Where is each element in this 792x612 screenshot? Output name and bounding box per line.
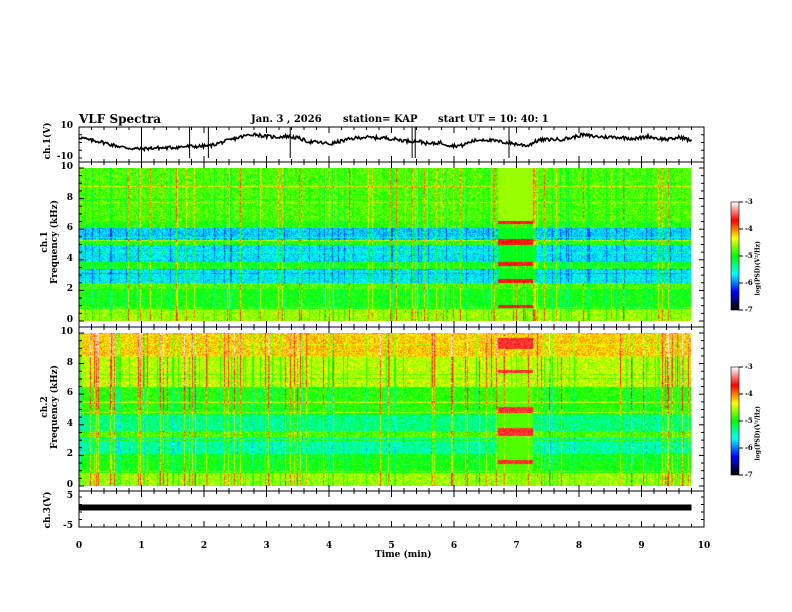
ch2-freq-ylabel: ch.2 Frequency (kHz)	[40, 362, 60, 452]
ch1-freq-ytick: 4	[66, 253, 73, 264]
ch2-freq-ytick: 6	[66, 388, 73, 399]
ch2-freq-ytick: 2	[66, 449, 73, 460]
colorbar-frame	[730, 201, 740, 311]
ch1-freq-ytick: 0	[66, 315, 73, 325]
x-tick-label: 6	[450, 541, 458, 551]
ch3-ytick: -5	[63, 521, 73, 531]
x-tick-label: 3	[263, 541, 270, 551]
ch1-ytick: -10	[56, 152, 73, 162]
ch1-spectrogram	[79, 168, 691, 321]
ch1-colorbar	[731, 202, 739, 310]
colorbar-title: log(PSD)(V²/Hz)	[754, 241, 762, 296]
ch1-ylabel-line2: Frequency (kHz)	[50, 200, 60, 285]
colorbar-tick-label: -7	[745, 470, 753, 479]
ch1-freq-ytick: 6	[66, 223, 73, 234]
x-tick-label: 0	[75, 541, 83, 551]
colorbar-tick-label: -5	[745, 251, 753, 260]
ch3-waveform	[79, 504, 692, 511]
ch2-freq-ytick: 10	[60, 327, 73, 337]
ch2-freq-ytick: 4	[66, 418, 73, 429]
ch1-freq-ylabel: ch.1 Frequency (kHz)	[40, 197, 60, 287]
colorbar-tick-label: -3	[745, 197, 753, 206]
ch1-freq-ytick: 2	[66, 284, 73, 295]
ch1-voltage-ylabel: ch.1(V)	[43, 122, 53, 160]
ch1-waveform	[78, 132, 693, 153]
colorbar-tick-label: -4	[745, 389, 753, 398]
ch3-ytick: 5	[66, 491, 73, 501]
x-tick-label: 4	[325, 541, 333, 551]
station-label: station= KAP	[343, 114, 418, 125]
ch1-ytick: 10	[60, 121, 73, 131]
ch1-freq-ytick: 10	[60, 162, 73, 172]
ch1-freq-ytick: 8	[66, 192, 73, 203]
x-tick-label: 2	[200, 541, 208, 551]
ch2-ylabel-line2: Frequency (kHz)	[50, 365, 60, 450]
ch2-colorbar	[731, 367, 739, 475]
colorbar-frame	[730, 366, 740, 476]
start-ut-label: start UT = 10: 40: 1	[438, 114, 549, 125]
ch2-freq-ytick: 0	[66, 480, 73, 490]
ch2-freq-ytick: 8	[66, 357, 73, 368]
date-label: Jan. 3 , 2026	[251, 114, 322, 125]
ch2-ylabel-line1: ch.2	[40, 396, 50, 418]
x-tick-label: 1	[138, 541, 145, 551]
colorbar-tick-label: -5	[745, 416, 753, 425]
colorbar-tick-label: -3	[745, 362, 753, 371]
colorbar-tick-label: -7	[745, 305, 753, 314]
x-tick-label: 10	[697, 541, 711, 551]
ch1-ylabel-line1: ch.1	[40, 231, 50, 253]
colorbar-tick-label: -6	[745, 443, 753, 452]
x-tick-label: 5	[388, 541, 395, 551]
ch2-spectrogram	[79, 333, 691, 486]
chart-title: VLF Spectra	[79, 112, 162, 126]
x-axis-label: Time (min)	[375, 550, 432, 560]
ch3-voltage-ylabel: ch.3(V)	[43, 491, 53, 529]
x-tick-label: 8	[575, 541, 583, 551]
colorbar-tick-label: -6	[745, 278, 753, 287]
x-tick-label: 7	[513, 541, 520, 551]
colorbar-title: log(PSD)(V²/Hz)	[754, 406, 762, 461]
x-tick-label: 9	[638, 541, 645, 551]
colorbar-tick-label: -4	[745, 224, 753, 233]
